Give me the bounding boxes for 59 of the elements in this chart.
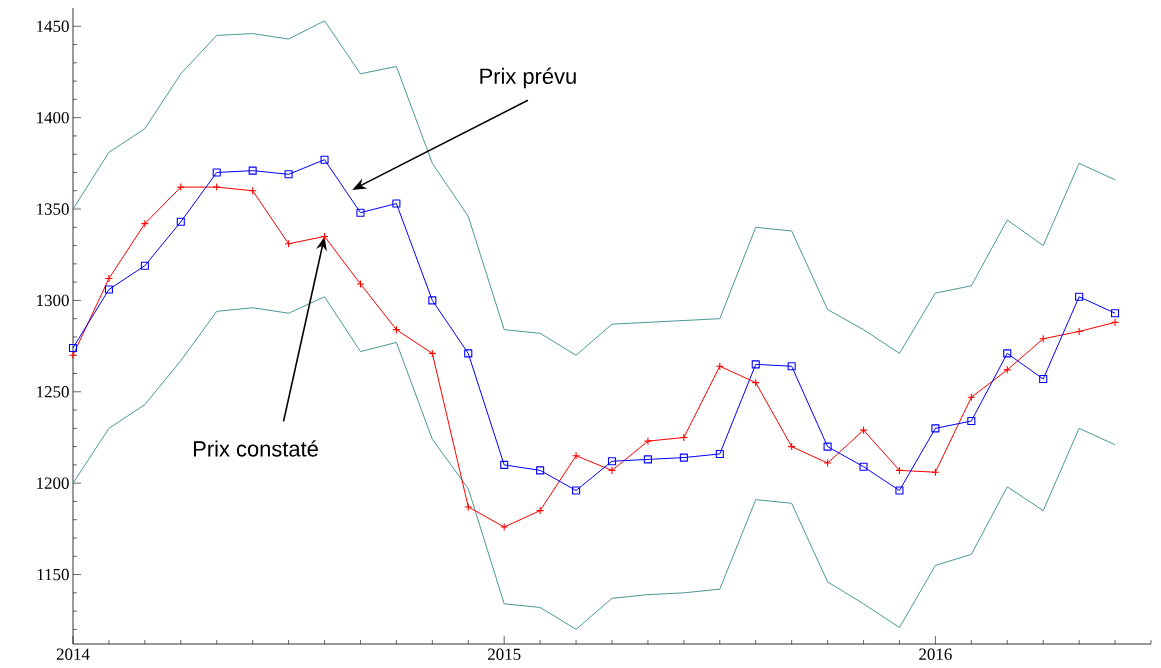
point: [607, 466, 617, 475]
point: [356, 279, 365, 289]
point: [536, 466, 545, 475]
point: [68, 351, 78, 360]
point: [212, 168, 221, 177]
y-tick-label: 1300: [37, 294, 69, 307]
point: [428, 296, 437, 305]
point: [1003, 349, 1012, 358]
point: [536, 506, 545, 515]
point: [140, 219, 149, 228]
point: [967, 416, 976, 426]
point: [679, 453, 688, 462]
y-tick-label: 1250: [37, 386, 69, 398]
point: [248, 166, 257, 175]
point: [679, 433, 688, 442]
point: [464, 502, 473, 511]
point: [931, 424, 940, 433]
annotation: Prix constaté: [193, 440, 318, 457]
point: [140, 261, 149, 270]
point: [787, 362, 796, 371]
point: [1111, 318, 1120, 327]
y-tick-label: 1400: [37, 111, 69, 124]
point: [1039, 374, 1048, 384]
point: [1075, 292, 1084, 301]
point: [500, 460, 509, 469]
point: [572, 451, 581, 460]
point: [895, 486, 904, 495]
point: [751, 360, 760, 369]
point: [320, 155, 329, 164]
point: [176, 217, 185, 226]
point: [176, 183, 185, 192]
point: [104, 285, 113, 294]
point: [68, 343, 78, 352]
point: [643, 437, 652, 446]
point: [607, 457, 617, 466]
x-tick-label: 2015: [488, 648, 521, 660]
point: [1003, 365, 1012, 374]
y-tick-label: 1450: [37, 20, 69, 32]
point: [392, 199, 401, 208]
point: [464, 349, 473, 358]
point: [1111, 309, 1120, 318]
point: [572, 486, 581, 495]
point: [859, 462, 868, 471]
point: [356, 208, 365, 217]
x-tick-label: 2014: [56, 648, 90, 660]
x-tick-label: 2016: [919, 648, 952, 660]
y-tick-label: 1350: [37, 203, 69, 215]
y-tick-label: 1150: [37, 568, 69, 581]
y-tick-label: 1200: [37, 477, 69, 489]
point: [212, 183, 221, 192]
point: [643, 455, 652, 464]
point: [823, 442, 832, 451]
point: [1075, 327, 1084, 336]
point: [104, 274, 113, 283]
point: [715, 449, 724, 458]
point: [500, 522, 509, 532]
point: [823, 459, 832, 468]
annotation: Prix prévu: [480, 67, 576, 89]
point: [284, 170, 293, 179]
